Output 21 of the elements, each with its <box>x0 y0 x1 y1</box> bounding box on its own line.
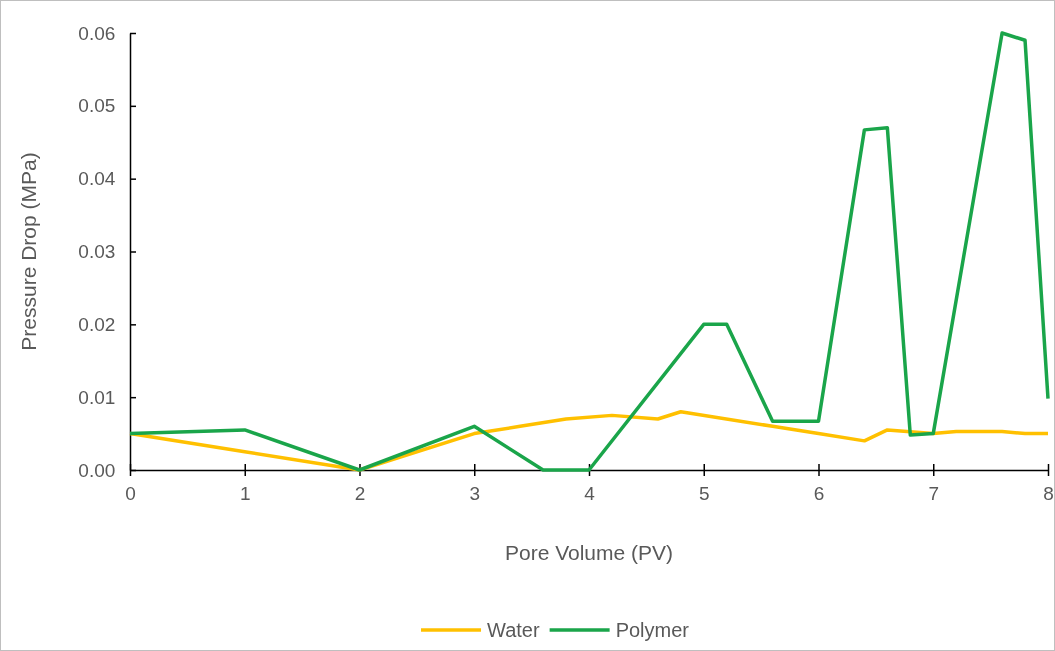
x-tick-label: 5 <box>698 482 710 504</box>
y-tick-label: 0.05 <box>78 95 116 117</box>
x-tick-label: 3 <box>469 482 481 504</box>
y-tick-label: 0.03 <box>78 241 116 263</box>
legend-label: Polymer <box>615 619 690 641</box>
x-tick-label: 8 <box>1043 482 1054 504</box>
x-tick-label: 2 <box>354 482 366 504</box>
legend-label: Water <box>487 619 540 641</box>
x-tick-label: 4 <box>584 482 596 504</box>
x-tick-label: 7 <box>928 482 940 504</box>
x-axis-title: Pore Volume (PV) <box>504 541 674 564</box>
x-tick-label: 0 <box>125 482 136 504</box>
x-tick-label: 1 <box>239 482 251 504</box>
y-tick-label: 0.02 <box>78 313 116 335</box>
y-tick-label: 0.06 <box>78 22 116 44</box>
y-axis-title: Pressure Drop (MPa) <box>17 152 40 351</box>
y-tick-label: 0.00 <box>78 459 116 481</box>
line-series <box>128 31 1050 472</box>
y-tick-label: 0.04 <box>78 168 116 190</box>
x-tick-label: 6 <box>813 482 825 504</box>
y-tick-label: 0.01 <box>78 386 116 408</box>
